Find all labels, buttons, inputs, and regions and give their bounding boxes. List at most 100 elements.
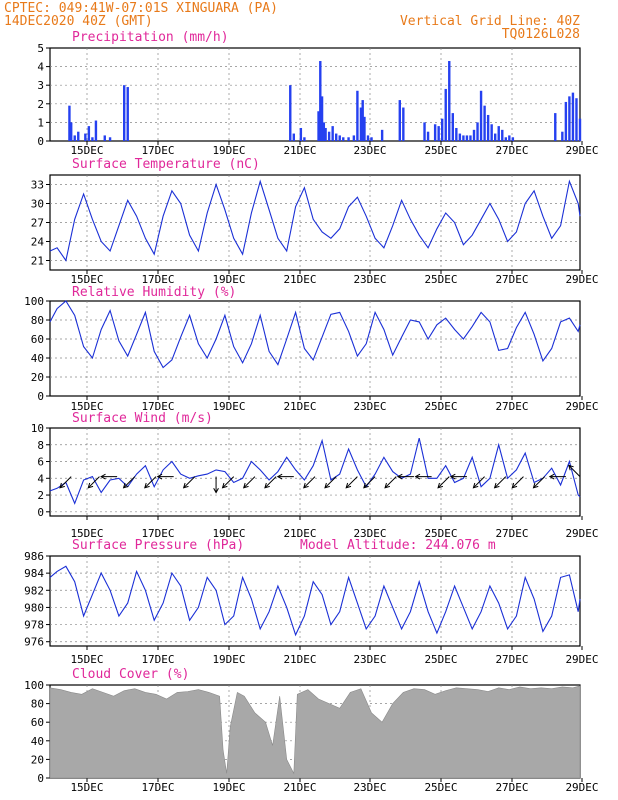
- precip-bar: [327, 131, 331, 141]
- wind-arrow-head: [345, 482, 352, 489]
- wind-arrow: [221, 476, 235, 489]
- wind-arrow-shaft: [183, 476, 196, 489]
- precip-bar: [483, 105, 486, 141]
- wind-arrow-head: [213, 487, 219, 494]
- precip-bar: [554, 113, 557, 141]
- precip-bar: [402, 107, 405, 141]
- x-tick-label: 19DEC: [212, 781, 245, 794]
- series-line: [49, 437, 581, 505]
- panel-title: Surface Temperature (nC): [72, 157, 260, 172]
- vertical-grid-line-label: Vertical Grid Line: 40Z: [400, 14, 580, 29]
- x-tick-label: 27DEC: [495, 400, 528, 413]
- precip-bar: [103, 135, 106, 141]
- wind-arrow-shaft: [511, 476, 524, 489]
- precip-bar: [356, 90, 359, 141]
- wind-arrow: [100, 473, 118, 480]
- x-tick-label: 21DEC: [283, 781, 316, 794]
- y-tick-label: 20: [31, 371, 44, 384]
- location-line: CPTEC: 049:41W-07:01S XINGUARA (PA): [4, 1, 278, 16]
- wind-arrow-head: [221, 482, 228, 489]
- wind-arrow-shaft: [363, 476, 376, 489]
- y-tick-label: 0: [37, 390, 44, 403]
- x-tick-label: 17DEC: [141, 527, 174, 540]
- x-tick-label: 25DEC: [424, 144, 457, 157]
- x-tick-label: 21DEC: [283, 273, 316, 286]
- precip-bar: [319, 61, 322, 141]
- precip-bar: [455, 127, 458, 141]
- wind-arrow-head: [472, 482, 479, 489]
- precip-bar: [437, 126, 440, 141]
- y-tick-label: 1: [37, 116, 44, 129]
- y-tick-label: 40: [31, 352, 44, 365]
- panel-title: Surface Pressure (hPa): [72, 538, 244, 553]
- x-tick-label: 29DEC: [565, 653, 598, 666]
- x-tick-label: 27DEC: [495, 144, 528, 157]
- y-tick-label: 20: [31, 753, 44, 766]
- y-tick-label: 3: [37, 79, 44, 92]
- y-tick-label: 60: [31, 716, 44, 729]
- x-tick-label: 15DEC: [70, 781, 103, 794]
- precip-bar: [564, 101, 568, 141]
- precip-bar: [465, 135, 469, 141]
- precip-bar: [126, 87, 129, 141]
- precip-bar: [504, 137, 507, 141]
- wind-arrow-head: [303, 482, 309, 489]
- header: CPTEC: 049:41W-07:01S XINGUARA (PA) 14DE…: [4, 1, 580, 42]
- panel-frame: [49, 427, 581, 517]
- precip-bar: [77, 131, 80, 141]
- wind-arrow: [144, 476, 157, 489]
- panel-frame: [49, 555, 581, 647]
- wind-arrow: [156, 473, 174, 480]
- y-tick-label: 21: [31, 255, 44, 268]
- x-tick-label: 19DEC: [212, 273, 245, 286]
- x-tick-label: 21DEC: [283, 653, 316, 666]
- precip-bar: [73, 135, 76, 141]
- y-tick-label: 4: [37, 61, 44, 74]
- wind-arrow: [59, 476, 72, 489]
- series-line: [49, 179, 581, 262]
- wind-arrow-head: [156, 473, 163, 480]
- precip-bar: [433, 124, 437, 141]
- x-tick-label: 23DEC: [353, 273, 386, 286]
- wind-arrow-shaft: [144, 476, 157, 489]
- wind-arrow-head: [100, 473, 106, 480]
- wind-arrow-shaft: [59, 476, 72, 489]
- panel-5: 0 20 40 60 80 100 15DEC 17DEC 19DEC 21DEC 23DEC 25D…: [24, 667, 598, 794]
- wind-arrow-shaft: [303, 476, 316, 489]
- wind-arrow-shaft: [222, 476, 235, 489]
- precip-bar: [299, 127, 303, 141]
- x-tick-label: 23DEC: [353, 653, 386, 666]
- wind-arrow-head: [548, 473, 555, 480]
- wind-arrow-head: [363, 482, 369, 489]
- y-tick-label: 5: [37, 42, 44, 55]
- precip-bar: [398, 100, 401, 141]
- x-tick-label: 29DEC: [565, 144, 598, 157]
- wind-arrow: [87, 476, 100, 489]
- precip-bar: [289, 85, 292, 141]
- precip-bar: [476, 122, 479, 141]
- x-tick-label: 15DEC: [70, 653, 103, 666]
- precip-bar: [508, 135, 511, 141]
- wind-arrow-head: [242, 482, 249, 489]
- x-tick-label: 21DEC: [283, 527, 316, 540]
- x-tick-label: 23DEC: [353, 527, 386, 540]
- y-tick-label: 30: [31, 198, 44, 211]
- precip-bar: [317, 111, 320, 141]
- precip-bar: [366, 135, 370, 141]
- x-tick-label: 17DEC: [141, 273, 174, 286]
- wind-arrow: [548, 473, 566, 480]
- precip-bar: [486, 114, 490, 141]
- wind-arrow-shaft: [437, 476, 450, 489]
- panel-4: 976 978 980 982 984 986 15DEC 17DEC 19DEC 21DEC 23…: [24, 538, 598, 666]
- panel-frame: [49, 47, 581, 142]
- precip-bar: [458, 133, 462, 141]
- y-tick-label: 100: [24, 295, 44, 308]
- wind-arrow-shaft: [87, 476, 100, 489]
- x-tick-label: 27DEC: [495, 653, 528, 666]
- wind-arrow: [511, 476, 524, 489]
- wind-arrow-shaft: [123, 476, 136, 489]
- wind-arrow-head: [87, 482, 94, 489]
- y-tick-label: 80: [31, 314, 44, 327]
- wind-arrow-head: [532, 482, 539, 489]
